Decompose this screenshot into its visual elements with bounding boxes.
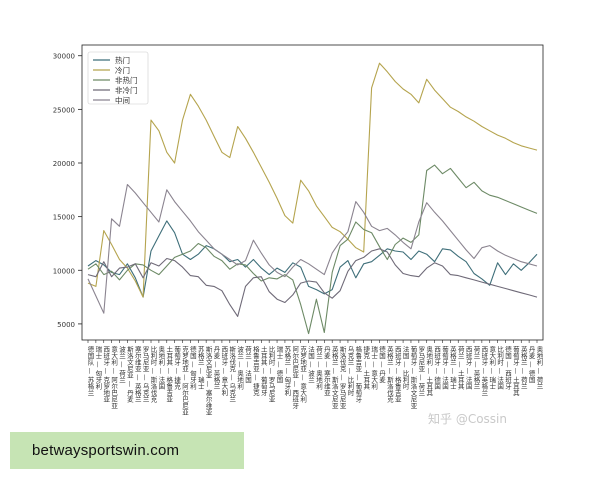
x-tick-label: 奥地利 — 法国	[157, 345, 165, 391]
x-tick-label: 荷兰 — 奥地利	[314, 345, 322, 390]
y-tick-label: 5000	[57, 321, 75, 329]
y-tick-label: 30000	[53, 53, 75, 61]
x-tick-label: 乌克兰 — 比利时	[346, 345, 354, 396]
x-tick-label: 西班牙 — 德国	[433, 346, 441, 391]
x-tick-label: 捷克 — 土耳其	[362, 345, 370, 391]
x-tick-label: 罗马尼亚 — 乌克兰	[141, 346, 149, 403]
x-tick-label: 西班牙 — 英格兰	[480, 346, 488, 396]
x-tick-label: 苏格兰 — 瑞士	[196, 345, 204, 390]
x-tick-label: 法国 — 波兰	[307, 345, 315, 383]
x-tick-label: 瑞士 — 匈牙利	[94, 345, 102, 390]
x-tick-label: 英格兰 — 斯洛文尼亚	[330, 345, 338, 409]
x-tick-label: 丹麦 — 德国	[527, 346, 535, 384]
legend-label: 热门	[115, 55, 130, 65]
x-tick-label: 比利时 — 罗马尼亚	[267, 345, 275, 403]
x-tick-labels: 德国队 — 苏格兰 瑞士 — 匈牙利 西班牙 — 克罗地亚 意大利 — 阿尔巴尼亚 波兰…	[86, 340, 543, 415]
x-tick-label: 瑞士 — 德国	[275, 345, 283, 384]
legend-label: 非热门	[115, 75, 138, 85]
x-tick-label: 丹麦 — 英格兰	[212, 346, 220, 390]
x-tick-label: 英格兰 — 斯洛伐克	[385, 345, 393, 404]
x-tick-label: 西班牙 — 格鲁吉亚	[393, 346, 401, 403]
x-tick-label: 罗马尼亚 — 荷兰	[417, 346, 425, 396]
x-tick-label: 斯洛伐克 — 乌克兰	[228, 345, 236, 403]
legend-label: 中间	[115, 95, 130, 105]
y-tick-label: 25000	[53, 106, 75, 114]
series-line	[87, 62, 538, 298]
x-tick-label: 德国 — 西班牙	[503, 345, 511, 391]
x-tick-label: 葡萄牙 — 斯洛文尼亚	[409, 345, 417, 409]
x-tick-label: 格鲁吉亚 — 捷克	[251, 345, 259, 397]
series-line	[87, 164, 538, 335]
x-tick-label: 德国队 — 苏格兰	[86, 345, 94, 396]
y-tick-label: 10000	[53, 267, 75, 275]
x-tick-label: 奥地利 — 土耳其	[425, 345, 433, 397]
x-tick-label: 英格兰 — 荷兰	[519, 345, 527, 390]
x-tick-label: 西班牙 — 意大利	[220, 346, 228, 396]
x-tick-label: 克罗地亚 — 意大利	[299, 346, 307, 403]
x-tick-label: 比利时 — 法国	[496, 345, 504, 391]
x-tick-label: 苏格兰 — 匈牙利	[283, 345, 291, 396]
watermark: 知乎 @Cossin	[428, 412, 507, 426]
x-tick-label: 波兰 — 奥地利	[236, 345, 244, 390]
x-tick-label: 德国 — 丹麦	[377, 345, 385, 384]
y-tick-label: 15000	[53, 214, 75, 222]
x-tick-label: 土耳其 — 葡萄牙	[259, 345, 267, 397]
x-tick-label: 瑞士 — 意大利	[370, 345, 378, 390]
line-chart: 5000 10000 15000 20000 25000 30000 热门冷门非热门非冷门…	[53, 44, 544, 415]
x-tick-label: 意大利 — 阿尔巴尼亚	[110, 345, 118, 409]
x-tick-label: 克罗地亚 — 阿尔巴尼亚	[181, 346, 189, 416]
x-tick-label: 法国 — 比利时	[401, 345, 409, 390]
legend-box	[87, 51, 149, 105]
x-tick-label: 英格兰 — 瑞士	[448, 345, 456, 390]
x-tick-label: 斯洛伐克 — 罗马尼亚	[338, 345, 346, 409]
x-tick-label: 土耳其 — 格鲁吉亚	[165, 345, 173, 403]
x-tick-label: 荷兰 — 英格兰	[472, 345, 480, 390]
x-tick-label: 比利时 — 斯洛伐克	[149, 345, 157, 404]
x-tick-label: 阿尔巴尼亚 — 西班牙	[291, 345, 299, 410]
legend-label: 冷门	[115, 65, 130, 75]
x-tick-label: 西班牙 — 法国	[464, 346, 472, 391]
x-tick-label: 斯洛文尼亚 — 丹麦	[125, 345, 133, 404]
x-tick-label: 葡萄牙 — 法国	[440, 345, 448, 391]
x-tick-label: 意大利 — 瑞士	[488, 345, 496, 390]
x-tick-label: 斯洛文尼亚 — 塞尔维亚	[204, 345, 212, 416]
x-tick-label: 格鲁吉亚 — 葡萄牙	[354, 345, 362, 404]
x-tick-label: 德国 — 匈牙利	[188, 345, 196, 390]
legend-label: 非冷门	[115, 85, 138, 95]
series-line	[87, 183, 538, 314]
chart-axes: 5000 10000 15000 20000 25000 30000	[53, 44, 544, 341]
x-tick-label: 葡萄牙 — 土耳其	[511, 345, 519, 397]
x-tick-label: 波兰 — 荷兰	[118, 345, 126, 383]
banner-text[interactable]: betwaysportswin.com	[32, 442, 180, 459]
plot-frame	[81, 44, 544, 341]
x-tick-label: 塞尔维亚 — 英格兰	[133, 345, 141, 403]
x-tick-label: 西班牙 — 克罗地亚	[102, 346, 110, 403]
x-tick-label: 荷兰 — 土耳其	[456, 345, 464, 391]
series-line	[87, 248, 538, 317]
series-line	[87, 220, 538, 298]
y-tick-label: 20000	[53, 160, 75, 168]
x-tick-label: 荷兰 — 法国	[244, 345, 252, 384]
x-tick-label: 丹麦 — 塞尔维亚	[322, 346, 330, 396]
x-tick-label: 葡萄牙 — 捷克	[173, 345, 181, 391]
chart-lines	[87, 62, 538, 335]
site-banner[interactable]: betwaysportswin.com	[10, 432, 244, 469]
x-tick-label: 奥地利 — 荷兰	[535, 345, 543, 390]
